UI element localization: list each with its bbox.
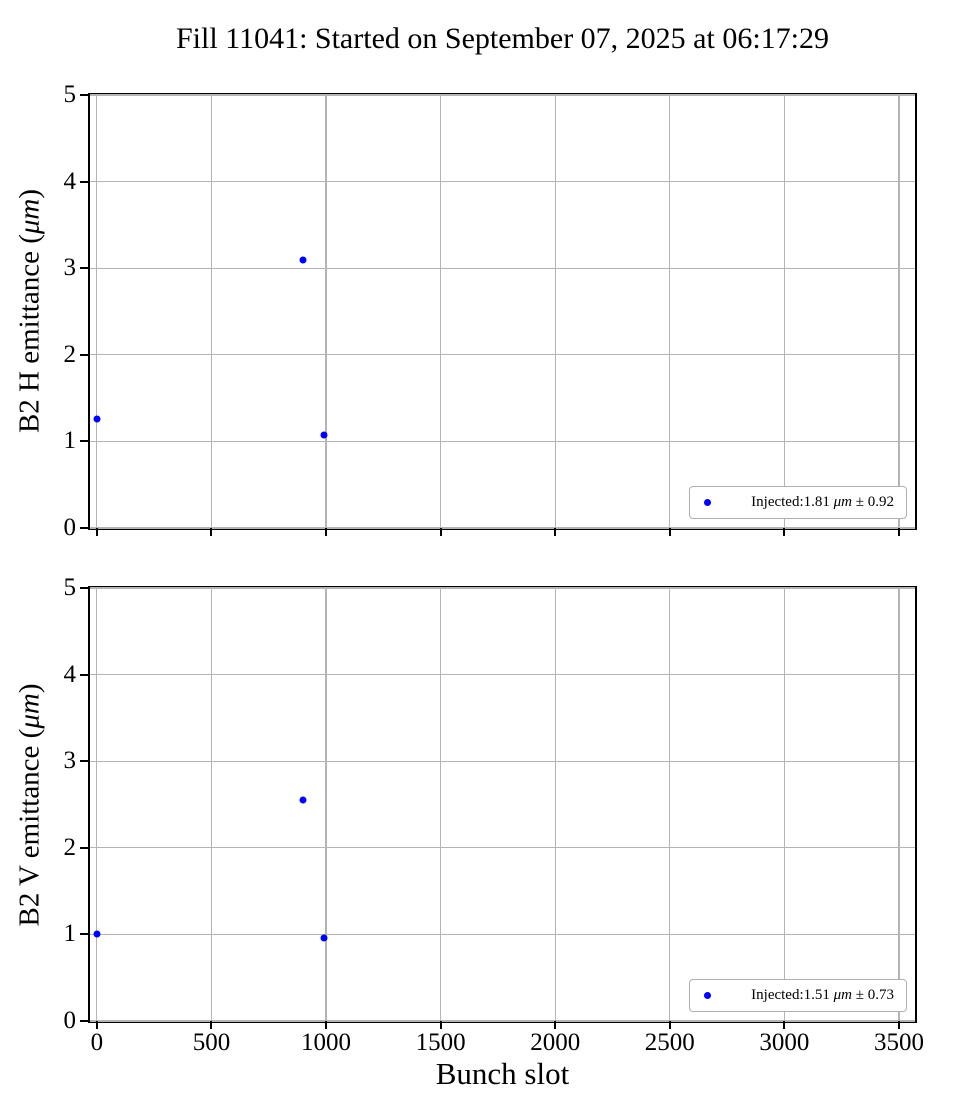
x-tick-mark [668,1021,671,1029]
grid-line-horizontal [90,674,915,676]
y-tick-mark [80,760,88,763]
grid-line-vertical [325,95,327,528]
x-tick-mark [95,528,98,536]
x-tick-label: 1000 [301,1029,352,1056]
legend-label: Injected:1.81 μm ± 0.92 [751,494,894,510]
y-tick-label: 0 [63,1007,77,1034]
grid-line-horizontal [90,354,915,356]
y-tick-mark [80,267,88,270]
y-axis-label-unit: μm [13,198,46,235]
x-tick-mark [897,528,900,536]
y-tick-mark [80,1020,88,1022]
grid-line-horizontal [90,440,915,442]
y-axis-label-b2v: B2 V emittance (μm) [14,683,47,926]
x-tick-mark [210,1021,213,1029]
x-tick-mark [783,1021,786,1029]
x-tick-label: 500 [192,1029,231,1056]
plot-area-b2v: 5 4 3 2 1 0 3500 3000 2500 2000 1500 1000 500 0 Injec… [64,574,924,1056]
grid-line-vertical [669,95,671,528]
y-tick-mark [80,440,88,443]
y-tick-mark [80,527,88,529]
grid-line-horizontal [90,1020,915,1022]
y-tick-label: 3 [63,747,77,775]
y-axis-label-b2h: B2 H emittance (μm) [14,189,47,433]
legend-label: Injected:1.51 μm ± 0.73 [751,987,894,1003]
legend-b2v: Injected:1.51 μm ± 0.73 [689,979,907,1012]
y-tick-label: 4 [63,660,77,688]
grid-line-vertical [898,95,900,528]
x-tick-mark [897,1021,900,1029]
y-tick-label: 1 [63,920,77,948]
grid-line-vertical [554,588,556,1021]
y-tick-label: 0 [63,514,77,541]
grid-line-vertical [554,95,556,528]
y-tick-label: 1 [63,427,77,455]
x-tick-mark [668,528,671,536]
data-point [93,415,101,423]
grid-line-horizontal [90,267,915,269]
x-tick-mark [554,1021,557,1029]
y-tick-label: 2 [63,833,77,861]
y-tick-mark [80,933,88,936]
y-axis-label-unit: μm [13,693,46,729]
data-point [299,256,307,264]
grid-line-horizontal [90,527,915,529]
grid-line-horizontal [90,933,915,935]
grid-line-vertical [210,95,213,528]
grid-line-horizontal [90,847,915,849]
x-tick-label: 0 [90,1029,104,1056]
x-tick-label: 2500 [644,1029,695,1056]
y-tick-mark [80,846,88,849]
grid-line-horizontal [90,587,915,589]
x-tick-label: 3000 [759,1029,810,1056]
y-tick-mark [80,94,88,96]
y-tick-mark [80,673,88,676]
y-tick-label: 5 [63,574,77,601]
y-tick-label: 5 [63,81,77,108]
x-tick-label: 2000 [530,1029,581,1056]
grid-line-vertical [325,588,327,1021]
y-tick-mark [80,180,88,183]
y-tick-mark [80,587,88,589]
x-axis-label: Bunch slot [435,1056,570,1091]
x-tick-label: 3500 [873,1029,924,1056]
y-tick-label: 3 [63,254,77,282]
data-point [320,431,328,439]
legend-marker-dot [704,499,712,506]
plot-area-b2h: 5 4 3 2 1 0 Injected:1.81 μm ± 0.92 [64,81,917,541]
grid-line-vertical [440,588,442,1021]
x-tick-mark [439,528,442,536]
data-point [93,930,101,938]
x-tick-mark [95,1021,98,1029]
legend-marker-dot [704,992,712,999]
data-point [299,796,307,804]
data-point [320,934,328,942]
chart-title: Fill 11041: Started on September 07, 202… [176,22,829,55]
grid-line-vertical [783,95,785,528]
grid-line-vertical [96,95,98,528]
grid-line-vertical [210,588,213,1021]
x-tick-mark [783,528,786,536]
y-tick-label: 2 [63,340,77,368]
grid-line-vertical [783,588,785,1021]
legend-b2h: Injected:1.81 μm ± 0.92 [689,486,907,519]
x-tick-mark [325,1021,328,1029]
grid-line-vertical [669,588,671,1021]
grid-line-vertical [440,95,442,528]
x-tick-mark [210,528,213,536]
x-tick-label: 1500 [415,1029,466,1056]
x-tick-mark [439,1021,442,1029]
grid-line-vertical [96,588,98,1021]
x-tick-mark [325,528,328,536]
y-tick-label: 4 [63,167,77,195]
x-tick-mark [554,528,557,536]
y-tick-mark [80,353,88,356]
grid-line-vertical [898,588,900,1021]
grid-line-horizontal [90,181,915,183]
grid-line-horizontal [90,94,915,96]
grid-line-horizontal [90,760,915,762]
